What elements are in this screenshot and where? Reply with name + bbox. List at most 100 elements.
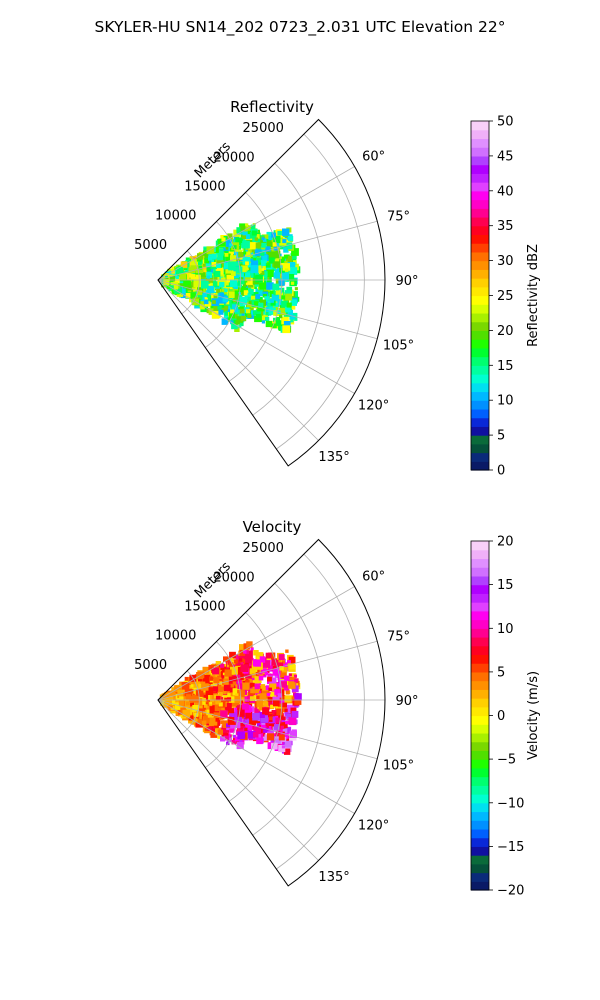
echo-gate <box>291 306 296 310</box>
echo-gate <box>233 314 238 319</box>
echo-gate <box>227 309 232 314</box>
echo-gate <box>240 225 246 231</box>
echo-gate <box>242 257 251 265</box>
echo-gate <box>239 649 247 657</box>
echo-gate <box>261 242 267 248</box>
echo-gate <box>239 738 243 742</box>
echo-gate <box>248 288 254 295</box>
echo-gate <box>282 667 288 673</box>
echo-gate <box>254 707 261 714</box>
echo-gate <box>169 276 176 282</box>
echo-gate <box>232 681 237 685</box>
echo-gate <box>225 244 231 250</box>
echo-gate <box>255 652 264 660</box>
colorbar-swatch <box>471 199 489 209</box>
colorbar-swatch <box>471 129 489 140</box>
colorbar-swatch <box>471 286 489 297</box>
echo-gate <box>285 293 293 301</box>
echo-gate <box>276 242 281 247</box>
echo-gate <box>250 295 256 300</box>
echo-gate <box>226 274 234 283</box>
echo-gate <box>250 224 256 230</box>
echo-gate <box>260 251 265 256</box>
echo-gate <box>224 735 229 741</box>
echo-gate <box>290 253 297 260</box>
echo-gate <box>232 286 239 293</box>
echo-gate <box>266 725 273 733</box>
echo-gate <box>244 672 248 676</box>
echo-gate <box>225 303 232 310</box>
echo-gate <box>241 265 248 273</box>
colorbar-tick-label: −10 <box>497 796 524 811</box>
echo-gate <box>202 674 211 683</box>
echo-gate <box>223 236 231 243</box>
echo-gate <box>274 744 282 751</box>
echo-gate <box>276 694 284 703</box>
echo-gate <box>235 693 239 697</box>
echo-gate <box>289 315 295 320</box>
echo-gate <box>241 692 249 700</box>
echo-gate <box>258 302 264 308</box>
echo-gate <box>234 700 239 706</box>
colorbar-swatch <box>471 243 489 253</box>
echo-gate <box>182 701 188 707</box>
colorbar-swatch <box>471 802 489 813</box>
echo-gate <box>288 673 293 677</box>
echo-gate <box>242 231 251 240</box>
echo-gate <box>261 237 265 241</box>
echo-gate <box>269 298 274 303</box>
echo-gate <box>220 710 228 718</box>
echo-gate <box>175 267 183 275</box>
echo-gate <box>238 287 243 293</box>
echo-gate <box>198 262 202 266</box>
echo-gate <box>279 267 287 276</box>
echo-gate <box>246 258 255 266</box>
echo-gate <box>201 683 209 691</box>
echo-gate <box>232 661 236 665</box>
echo-gate <box>272 283 280 291</box>
echo-gate <box>201 263 206 268</box>
echo-gate <box>275 731 281 736</box>
colorbar-tick-label: 30 <box>497 254 514 269</box>
echo-gate <box>230 255 237 262</box>
echo-gate <box>261 234 269 242</box>
echo-gate <box>258 238 267 247</box>
echo-gate <box>235 320 240 325</box>
echo-gate <box>268 257 275 264</box>
echo-gate <box>279 258 284 263</box>
echo-gate <box>220 304 229 313</box>
echo-gate <box>219 281 225 288</box>
echo-gate <box>210 681 216 687</box>
echo-gate <box>249 668 256 675</box>
echo-gate <box>285 720 289 725</box>
echo-gate <box>260 270 265 275</box>
colorbar-swatch <box>471 321 489 331</box>
echo-gate <box>286 302 292 308</box>
echo-gate <box>198 265 203 270</box>
echo-gate <box>247 230 252 235</box>
echo-gate <box>227 697 232 702</box>
echo-gate <box>275 289 281 295</box>
colorbar-swatch <box>471 619 489 629</box>
echo-gate <box>225 269 232 276</box>
echo-gate <box>273 261 281 268</box>
echo-gate <box>221 318 229 325</box>
echo-gate <box>250 682 255 688</box>
echo-gate <box>245 251 251 257</box>
echo-gate <box>234 290 239 295</box>
echo-gate <box>275 317 281 322</box>
echo-gate <box>262 707 270 715</box>
colorbar-swatch <box>471 312 489 323</box>
echo-gate <box>268 652 276 660</box>
colorbar-swatch <box>471 645 489 656</box>
colorbar-swatch <box>471 759 489 769</box>
echo-gate <box>284 726 292 734</box>
echo-gate <box>187 288 192 293</box>
echo-gate <box>218 688 226 696</box>
echo-gate <box>256 317 261 322</box>
reflectivity-panel: Reflectivity 60° 75° 90° 105° 120° 135° 5000 10… <box>134 98 541 479</box>
echo-gate <box>290 281 295 285</box>
echo-gate <box>189 273 194 278</box>
echo-gate <box>262 734 269 741</box>
echo-gate <box>220 720 225 725</box>
